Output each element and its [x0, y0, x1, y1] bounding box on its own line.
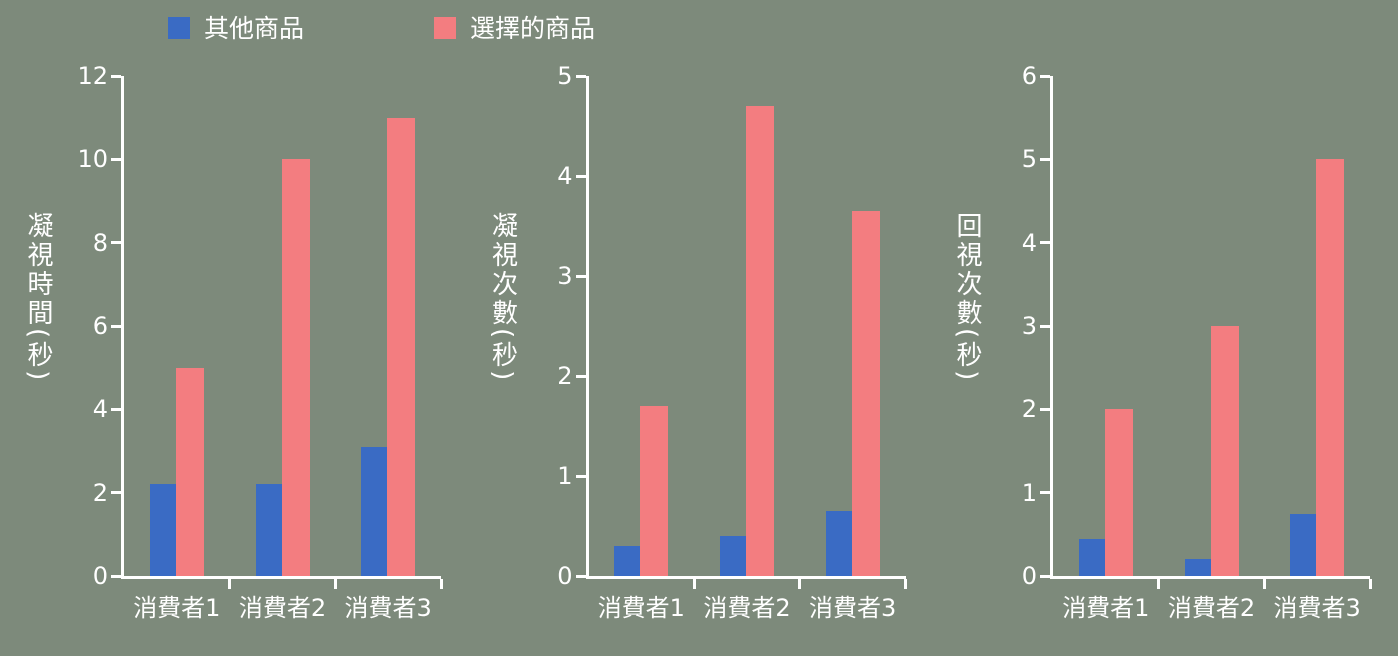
- y-tick-mark: [111, 491, 121, 495]
- y-tick-mark: [575, 274, 586, 278]
- x-tick-mark: [904, 579, 907, 589]
- bar-selected-products: [640, 406, 669, 576]
- y-tick-label: 3: [557, 262, 573, 290]
- y-tick-label: 0: [92, 562, 108, 590]
- bar-selected-products: [746, 106, 774, 576]
- y-tick-mark: [1040, 241, 1050, 245]
- y-axis-title: 回視次數(秒): [952, 211, 982, 384]
- legend-item-selected-products: 選擇的商品: [434, 16, 595, 41]
- y-tick-mark: [111, 241, 121, 245]
- y-tick-mark: [575, 174, 586, 178]
- x-tick-mark: [798, 579, 802, 589]
- y-tick-label: 2: [557, 362, 573, 390]
- plot-column: 0 2 4 6 8 10 12 消費者1 消費者2 消費者3: [77, 62, 443, 622]
- x-tick-mark: [692, 579, 696, 589]
- y-tick-mark: [1040, 324, 1050, 328]
- y-tick-label: 5: [557, 62, 573, 90]
- x-category-label: 消費者2: [1167, 594, 1256, 622]
- y-tick-mark: [111, 74, 121, 78]
- y-tick-label: 4: [1021, 228, 1037, 257]
- y-tick-mark: [1040, 574, 1050, 578]
- y-tick-mark: [575, 374, 586, 378]
- legend-label-selected-products: 選擇的商品: [470, 13, 596, 43]
- x-tick-mark: [1368, 579, 1372, 589]
- y-tick-mark: [111, 574, 121, 578]
- bar-other-products: [1184, 559, 1211, 576]
- y-tick-mark: [575, 74, 586, 78]
- x-category-label: 消費者1: [597, 594, 685, 622]
- y-tick-mark: [1040, 157, 1050, 161]
- y-tick-label: 12: [77, 62, 108, 90]
- y-tick-label: 1: [557, 462, 573, 490]
- plot-column: 0 1 2 3 4 5 6 消費者1 消費者2 消費者3: [1022, 62, 1372, 622]
- y-tick-label: 1: [1021, 478, 1037, 507]
- y-tick-label: 8: [92, 228, 108, 257]
- x-tick-mark: [228, 579, 232, 589]
- y-tick-label: 4: [92, 395, 108, 424]
- bar-other-products: [1290, 513, 1317, 576]
- y-tick-label: 2: [1021, 395, 1037, 424]
- y-tick-mark: [111, 324, 121, 328]
- x-category-label: 消費者3: [1273, 594, 1361, 622]
- y-tick-label: 3: [1021, 312, 1037, 340]
- bar-selected-products: [851, 211, 880, 576]
- y-tick-label: 2: [92, 478, 108, 507]
- legend-item-other-products: 其他商品: [168, 16, 304, 41]
- bar-other-products: [149, 484, 176, 576]
- y-axis-title: 凝視時間(秒): [23, 211, 53, 384]
- bar-other-products: [361, 446, 388, 576]
- bar-selected-products: [1210, 326, 1239, 576]
- chart-look-back-count: 回視次數(秒) 0 1 2 3 4 5 6 消費者1 消費者2 消費者3: [949, 62, 1372, 622]
- x-category-label: 消費者2: [238, 594, 327, 622]
- y-tick-mark: [1040, 491, 1050, 495]
- chart-gaze-time: 凝視時間(秒) 0 2 4 6 8 10 12 消費者1 消費者2 消費者3: [20, 62, 443, 622]
- plot-area: 0 2 4 6 8 10 12 消費者1 消費者2 消費者3: [77, 62, 443, 622]
- y-tick-label: 6: [1021, 62, 1037, 90]
- y-tick-mark: [1040, 407, 1050, 411]
- y-tick-label: 5: [1021, 145, 1037, 174]
- bar-other-products: [255, 484, 282, 576]
- plot-column: 0 1 2 3 4 5 消費者1 消費者2 消費者3: [557, 62, 907, 622]
- x-category-label: 消費者2: [703, 594, 791, 622]
- y-tick-label: 6: [92, 312, 108, 340]
- bar-other-products: [720, 536, 746, 576]
- y-tick-label: 0: [557, 562, 573, 590]
- y-tick-label: 0: [1021, 562, 1037, 590]
- x-category-label: 消費者1: [1062, 594, 1150, 622]
- bar-other-products: [614, 546, 641, 576]
- x-tick-mark: [439, 579, 443, 589]
- y-tick-mark: [111, 157, 121, 161]
- y-tick-label: 4: [557, 162, 573, 190]
- x-tick-mark: [333, 579, 337, 589]
- legend-swatch-selected-products: [434, 17, 457, 39]
- y-tick-mark: [1040, 74, 1050, 78]
- bar-selected-products: [281, 159, 310, 576]
- bar-selected-products: [175, 367, 204, 576]
- x-tick-mark: [1157, 579, 1161, 589]
- bar-selected-products: [1104, 409, 1133, 576]
- y-tick-mark: [111, 407, 121, 411]
- plot-area: 0 1 2 3 4 5 消費者1 消費者2 消費者3: [557, 62, 907, 622]
- bar-selected-products: [1316, 159, 1345, 576]
- legend-swatch-other-products: [168, 17, 190, 39]
- bar-other-products: [825, 511, 852, 576]
- x-category-label: 消費者3: [344, 594, 432, 622]
- y-tick-label: 10: [77, 145, 108, 174]
- x-category-label: 消費者1: [133, 594, 221, 622]
- bar-other-products: [1078, 538, 1105, 576]
- y-axis-title: 凝視次數(秒): [487, 211, 518, 384]
- plot-area: 0 1 2 3 4 5 6 消費者1 消費者2 消費者3: [1022, 62, 1372, 622]
- chart-gaze-count: 凝視次數(秒) 0 1 2 3 4 5 消費者1 消費者2 消費者3: [485, 62, 907, 622]
- x-category-label: 消費者3: [809, 594, 897, 622]
- y-tick-mark: [575, 574, 586, 578]
- x-tick-mark: [1262, 579, 1266, 589]
- legend-label-other-products: 其他商品: [204, 13, 305, 43]
- y-tick-mark: [575, 474, 586, 478]
- bar-selected-products: [387, 117, 416, 576]
- chart-legend: 其他商品 選擇的商品: [0, 0, 1398, 42]
